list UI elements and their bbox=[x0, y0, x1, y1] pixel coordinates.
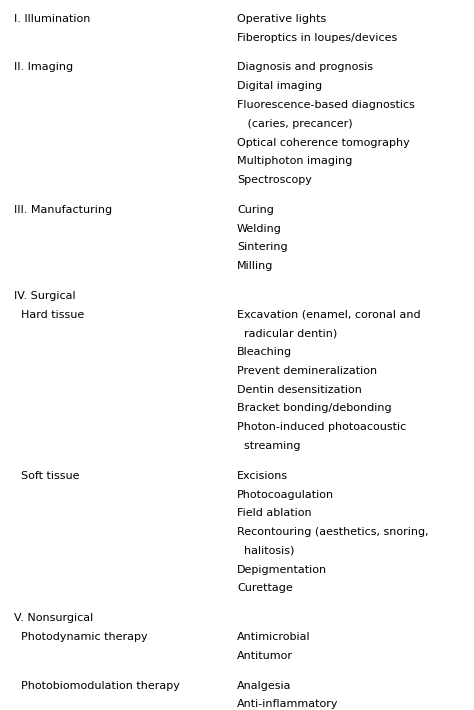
Text: Depigmentation: Depigmentation bbox=[237, 564, 327, 574]
Text: radicular dentin): radicular dentin) bbox=[237, 329, 337, 339]
Text: Recontouring (aesthetics, snoring,: Recontouring (aesthetics, snoring, bbox=[237, 527, 428, 537]
Text: II. Imaging: II. Imaging bbox=[14, 62, 73, 72]
Text: streaming: streaming bbox=[237, 441, 301, 451]
Text: Welding: Welding bbox=[237, 224, 282, 234]
Text: Antitumor: Antitumor bbox=[237, 650, 293, 661]
Text: I. Illumination: I. Illumination bbox=[14, 14, 91, 24]
Text: (caries, precancer): (caries, precancer) bbox=[237, 119, 353, 129]
Text: V. Nonsurgical: V. Nonsurgical bbox=[14, 613, 93, 623]
Text: Field ablation: Field ablation bbox=[237, 508, 311, 518]
Text: Milling: Milling bbox=[237, 261, 273, 271]
Text: Bleaching: Bleaching bbox=[237, 347, 292, 357]
Text: Soft tissue: Soft tissue bbox=[14, 471, 80, 481]
Text: Antimicrobial: Antimicrobial bbox=[237, 632, 310, 642]
Text: Sintering: Sintering bbox=[237, 242, 288, 252]
Text: IV. Surgical: IV. Surgical bbox=[14, 291, 76, 301]
Text: Hard tissue: Hard tissue bbox=[14, 310, 84, 320]
Text: Photocoagulation: Photocoagulation bbox=[237, 490, 334, 500]
Text: Excisions: Excisions bbox=[237, 471, 288, 481]
Text: Fluorescence-based diagnostics: Fluorescence-based diagnostics bbox=[237, 100, 415, 110]
Text: Diagnosis and prognosis: Diagnosis and prognosis bbox=[237, 62, 373, 72]
Text: III. Manufacturing: III. Manufacturing bbox=[14, 205, 112, 215]
Text: Optical coherence tomography: Optical coherence tomography bbox=[237, 138, 410, 148]
Text: Excavation (enamel, coronal and: Excavation (enamel, coronal and bbox=[237, 310, 420, 320]
Text: Fiberoptics in loupes/devices: Fiberoptics in loupes/devices bbox=[237, 33, 397, 43]
Text: Multiphoton imaging: Multiphoton imaging bbox=[237, 156, 352, 166]
Text: Photobiomodulation therapy: Photobiomodulation therapy bbox=[14, 681, 180, 691]
Text: Bracket bonding/debonding: Bracket bonding/debonding bbox=[237, 403, 392, 413]
Text: halitosis): halitosis) bbox=[237, 546, 294, 556]
Text: Operative lights: Operative lights bbox=[237, 14, 326, 24]
Text: Spectroscopy: Spectroscopy bbox=[237, 175, 312, 185]
Text: Prevent demineralization: Prevent demineralization bbox=[237, 366, 377, 376]
Text: Photodynamic therapy: Photodynamic therapy bbox=[14, 632, 148, 642]
Text: Digital imaging: Digital imaging bbox=[237, 81, 322, 92]
Text: Curettage: Curettage bbox=[237, 584, 293, 594]
Text: Photon-induced photoacoustic: Photon-induced photoacoustic bbox=[237, 422, 406, 432]
Text: Curing: Curing bbox=[237, 205, 274, 215]
Text: Dentin desensitization: Dentin desensitization bbox=[237, 385, 362, 395]
Text: Anti-inflammatory: Anti-inflammatory bbox=[237, 699, 338, 709]
Text: Analgesia: Analgesia bbox=[237, 681, 292, 691]
